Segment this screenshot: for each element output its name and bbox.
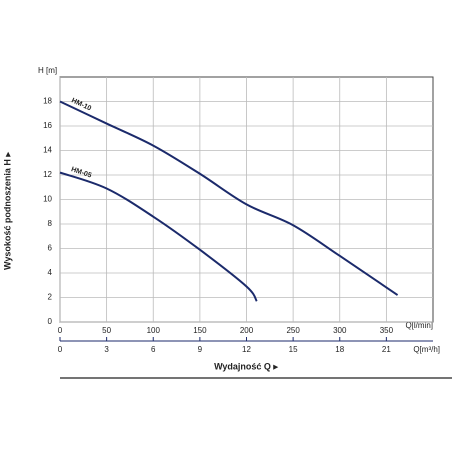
x-tick-label: 100 [147,326,161,335]
x-tick-label: 300 [333,326,347,335]
x-tick-label: 350 [380,326,394,335]
y-unit: H [m] [38,66,57,75]
curve [59,100,399,296]
y-tick-label: 0 [48,317,53,326]
curve-label: HM-10 [70,97,92,112]
y-axis-title: Wysokość podnoszenia H ▸ [2,152,12,270]
y-tick-label: 8 [48,219,53,228]
x-unit: Q[l/min] [405,321,433,330]
y-tick-label: 18 [43,97,52,106]
y-tick-label: 12 [43,170,52,179]
x2-tick-label: 0 [58,345,63,354]
curve [59,171,258,302]
x-tick-label: 150 [193,326,207,335]
x-tick-label: 0 [58,326,63,335]
x2-tick-label: 12 [242,345,251,354]
x2-tick-label: 9 [198,345,203,354]
y-tick-label: 6 [48,244,53,253]
x2-tick-label: 18 [335,345,344,354]
y-tick-label: 16 [43,121,52,130]
y-tick-label: 10 [43,195,52,204]
x2-unit: Q[m³/h] [413,345,440,354]
x2-tick-label: 6 [151,345,156,354]
x2-tick-label: 15 [289,345,298,354]
y-tick-label: 14 [43,146,52,155]
x-tick-label: 50 [102,326,111,335]
x2-tick-label: 21 [382,345,391,354]
x-tick-label: 200 [240,326,254,335]
x-tick-label: 250 [286,326,300,335]
x-axis-title: Wydajność Q ▸ [214,361,278,371]
x2-tick-label: 3 [104,345,109,354]
y-tick-label: 4 [48,268,53,277]
y-tick-label: 2 [48,293,53,302]
